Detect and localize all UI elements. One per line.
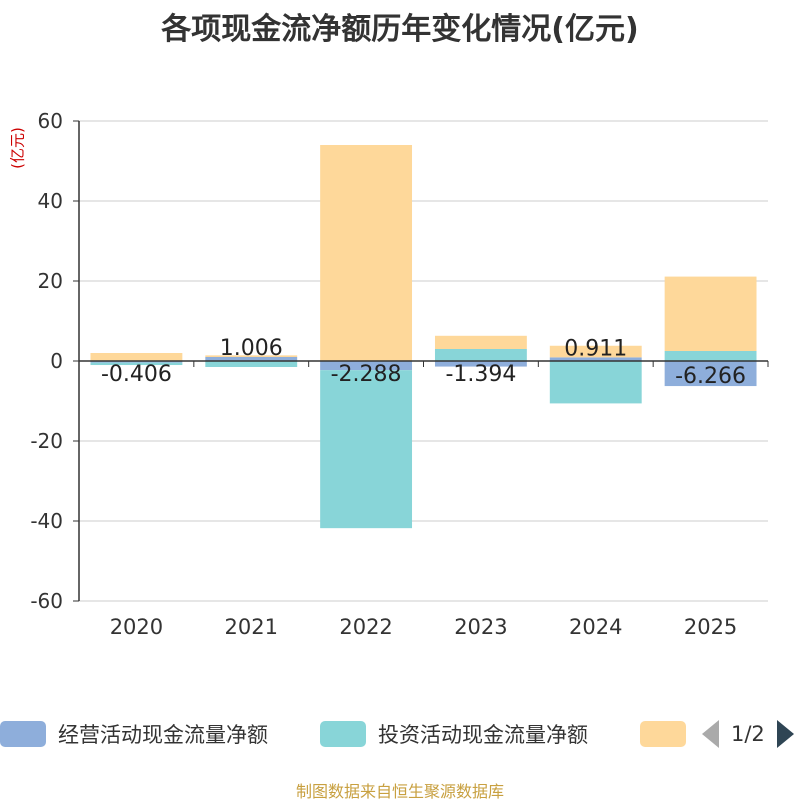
bar-2024-series-0[interactable]	[549, 357, 642, 361]
bar-2024-series-2[interactable]	[549, 345, 642, 358]
bar-2021-series-1[interactable]	[205, 361, 298, 367]
data-label-2020: -0.406	[101, 362, 172, 387]
bar-2022-series-2[interactable]	[320, 145, 413, 361]
data-label-2024: 0.911	[564, 336, 627, 361]
data-label-2022: -2.288	[331, 362, 402, 387]
bar-2025-series-0[interactable]	[664, 361, 757, 387]
bar-2020-series-1[interactable]	[90, 362, 183, 366]
y-tick-label: 60	[38, 109, 63, 133]
bar-2025-series-2[interactable]	[664, 276, 757, 351]
x-tick-label-2023: 2023	[454, 615, 507, 639]
legend: 经营活动现金流量净额 投资活动现金流量净额 1/2	[0, 716, 800, 752]
y-tick-label: -40	[30, 509, 63, 533]
bar-2023-series-0[interactable]	[434, 361, 527, 367]
legend-swatch-financing	[640, 721, 686, 747]
legend-prev-page-icon[interactable]	[702, 720, 719, 748]
legend-item-operating[interactable]: 经营活动现金流量净额	[0, 716, 268, 752]
bar-2022-series-1[interactable]	[320, 370, 413, 529]
y-tick-label: -20	[30, 429, 63, 453]
legend-pager: 1/2	[702, 716, 794, 752]
y-tick-label: -60	[30, 589, 63, 613]
legend-next-page-icon[interactable]	[776, 720, 794, 748]
x-tick-label-2022: 2022	[339, 615, 392, 639]
y-tick-label: 0	[50, 349, 63, 373]
bar-2022-series-0[interactable]	[320, 361, 413, 371]
x-tick-label-2020: 2020	[110, 615, 163, 639]
legend-label-investing: 投资活动现金流量净额	[378, 723, 588, 747]
bar-2023-series-1[interactable]	[434, 349, 527, 361]
x-tick-label-2024: 2024	[569, 615, 622, 639]
data-source-note: 制图数据来自恒生聚源数据库	[295, 782, 504, 801]
chart-title: 各项现金流净额历年变化情况(亿元)	[161, 12, 639, 47]
legend-swatch-operating	[0, 721, 46, 747]
bar-2021-series-0[interactable]	[205, 356, 298, 361]
legend-page-indicator: 1/2	[731, 722, 765, 746]
bar-2023-series-2[interactable]	[434, 335, 527, 349]
legend-swatch-investing	[320, 721, 366, 747]
legend-item-investing[interactable]: 投资活动现金流量净额	[320, 716, 588, 752]
bar-2024-series-1[interactable]	[549, 361, 642, 404]
bar-2021-series-2[interactable]	[205, 355, 298, 357]
data-label-2025: -6.266	[675, 364, 746, 389]
legend-label-operating: 经营活动现金流量净额	[58, 723, 268, 747]
data-label-2023: -1.394	[445, 362, 516, 387]
data-label-2021: 1.006	[220, 336, 283, 361]
x-tick-label-2021: 2021	[225, 615, 278, 639]
x-tick-label-2025: 2025	[684, 615, 737, 639]
bar-2025-series-1[interactable]	[664, 351, 757, 361]
y-tick-label: 20	[38, 269, 63, 293]
bar-2020-series-2[interactable]	[90, 353, 183, 361]
legend-item-financing[interactable]	[640, 716, 686, 752]
bar-2020-series-0[interactable]	[90, 361, 183, 363]
y-tick-label: 40	[38, 189, 63, 213]
